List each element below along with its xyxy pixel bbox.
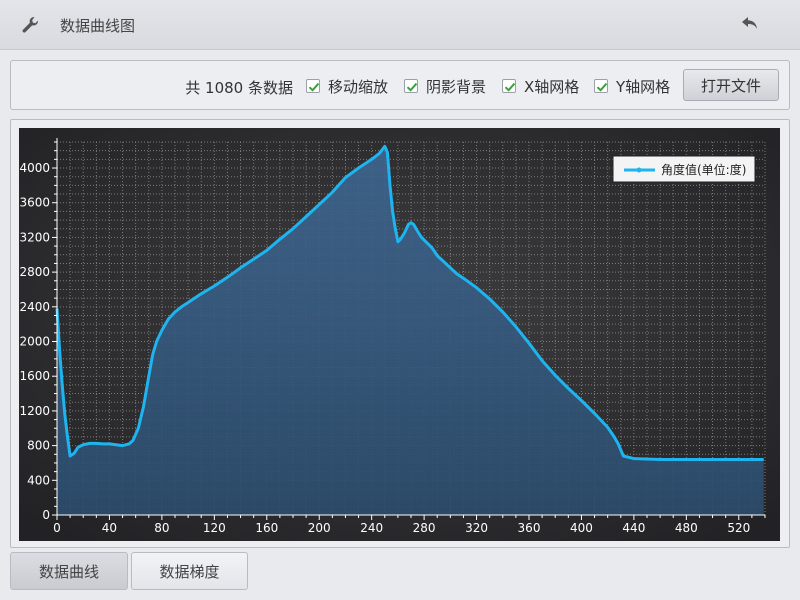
y-tick-label: 0 (42, 508, 50, 522)
checkbox-box[interactable] (502, 79, 516, 93)
open-file-button[interactable]: 打开文件 (683, 69, 779, 101)
checkbox-x-grid[interactable]: X轴网格 (502, 77, 580, 96)
series-area (57, 146, 764, 516)
x-tick-label: 80 (154, 521, 169, 535)
checkmark-icon (308, 82, 320, 92)
legend-marker (636, 167, 642, 173)
y-tick-label: 2800 (19, 265, 50, 279)
y-tick-label: 400 (27, 473, 50, 487)
data-count-label: 共 1080 条数据 (185, 79, 293, 97)
series-line (55, 144, 764, 461)
y-tick-label: 3600 (19, 196, 50, 210)
checkmark-icon (504, 82, 516, 92)
checkbox-label: 移动缩放 (328, 77, 389, 96)
y-tick-label: 800 (27, 439, 50, 453)
y-tick-label: 3200 (19, 230, 50, 244)
tab-data-curve[interactable]: 数据曲线 (10, 552, 128, 590)
back-arrow-icon[interactable] (740, 14, 760, 34)
x-tick-label: 40 (102, 521, 117, 535)
checkbox-label: 阴影背景 (426, 77, 487, 96)
legend: 角度值(单位:度) (612, 155, 756, 183)
x-tick-label: 320 (465, 521, 488, 535)
y-tick-label: 4000 (19, 161, 50, 175)
checkbox-shadow-bg[interactable]: 阴影背景 (404, 77, 487, 96)
checkbox-box[interactable] (306, 79, 320, 93)
x-tick-label: 200 (308, 521, 331, 535)
title-bar: 数据曲线图 (0, 0, 800, 50)
x-tick-label: 240 (360, 521, 383, 535)
toolbar: 共 1080 条数据 移动缩放 阴影背景 X轴网格 Y轴网格 打开文件 (10, 60, 790, 110)
x-tick-label: 400 (570, 521, 593, 535)
wrench-icon[interactable] (20, 15, 40, 35)
checkbox-box[interactable] (404, 79, 418, 93)
y-tick-label: 1200 (19, 404, 50, 418)
x-tick-label: 440 (622, 521, 645, 535)
checkbox-label: X轴网格 (524, 77, 580, 96)
axes: 0 40 80 120 160 200 240 280 320 360 400 440 480 520 0 4… (19, 138, 766, 535)
checkbox-label: Y轴网格 (616, 77, 671, 96)
x-tick-label: 520 (727, 521, 750, 535)
x-tick-label: 280 (413, 521, 436, 535)
y-tick-label: 1600 (19, 369, 50, 383)
checkmark-icon (596, 82, 608, 92)
x-tick-label: 120 (203, 521, 226, 535)
chart[interactable]: 0 40 80 120 160 200 240 280 320 360 400 440 480 520 0 4… (19, 128, 780, 541)
checkbox-box[interactable] (594, 79, 608, 93)
legend-label: 角度值(单位:度) (661, 162, 746, 177)
x-tick-label: 0 (53, 521, 61, 535)
checkmark-icon (406, 82, 418, 92)
x-tick-label: 360 (518, 521, 541, 535)
tab-data-gradient[interactable]: 数据梯度 (131, 552, 248, 590)
y-tick-label: 2400 (19, 300, 50, 314)
y-tick-label: 2000 (19, 335, 50, 349)
x-tick-label: 160 (255, 521, 278, 535)
checkbox-move-zoom[interactable]: 移动缩放 (306, 77, 389, 96)
checkbox-y-grid[interactable]: Y轴网格 (594, 77, 671, 96)
x-tick-label: 480 (675, 521, 698, 535)
page-title: 数据曲线图 (60, 17, 136, 35)
